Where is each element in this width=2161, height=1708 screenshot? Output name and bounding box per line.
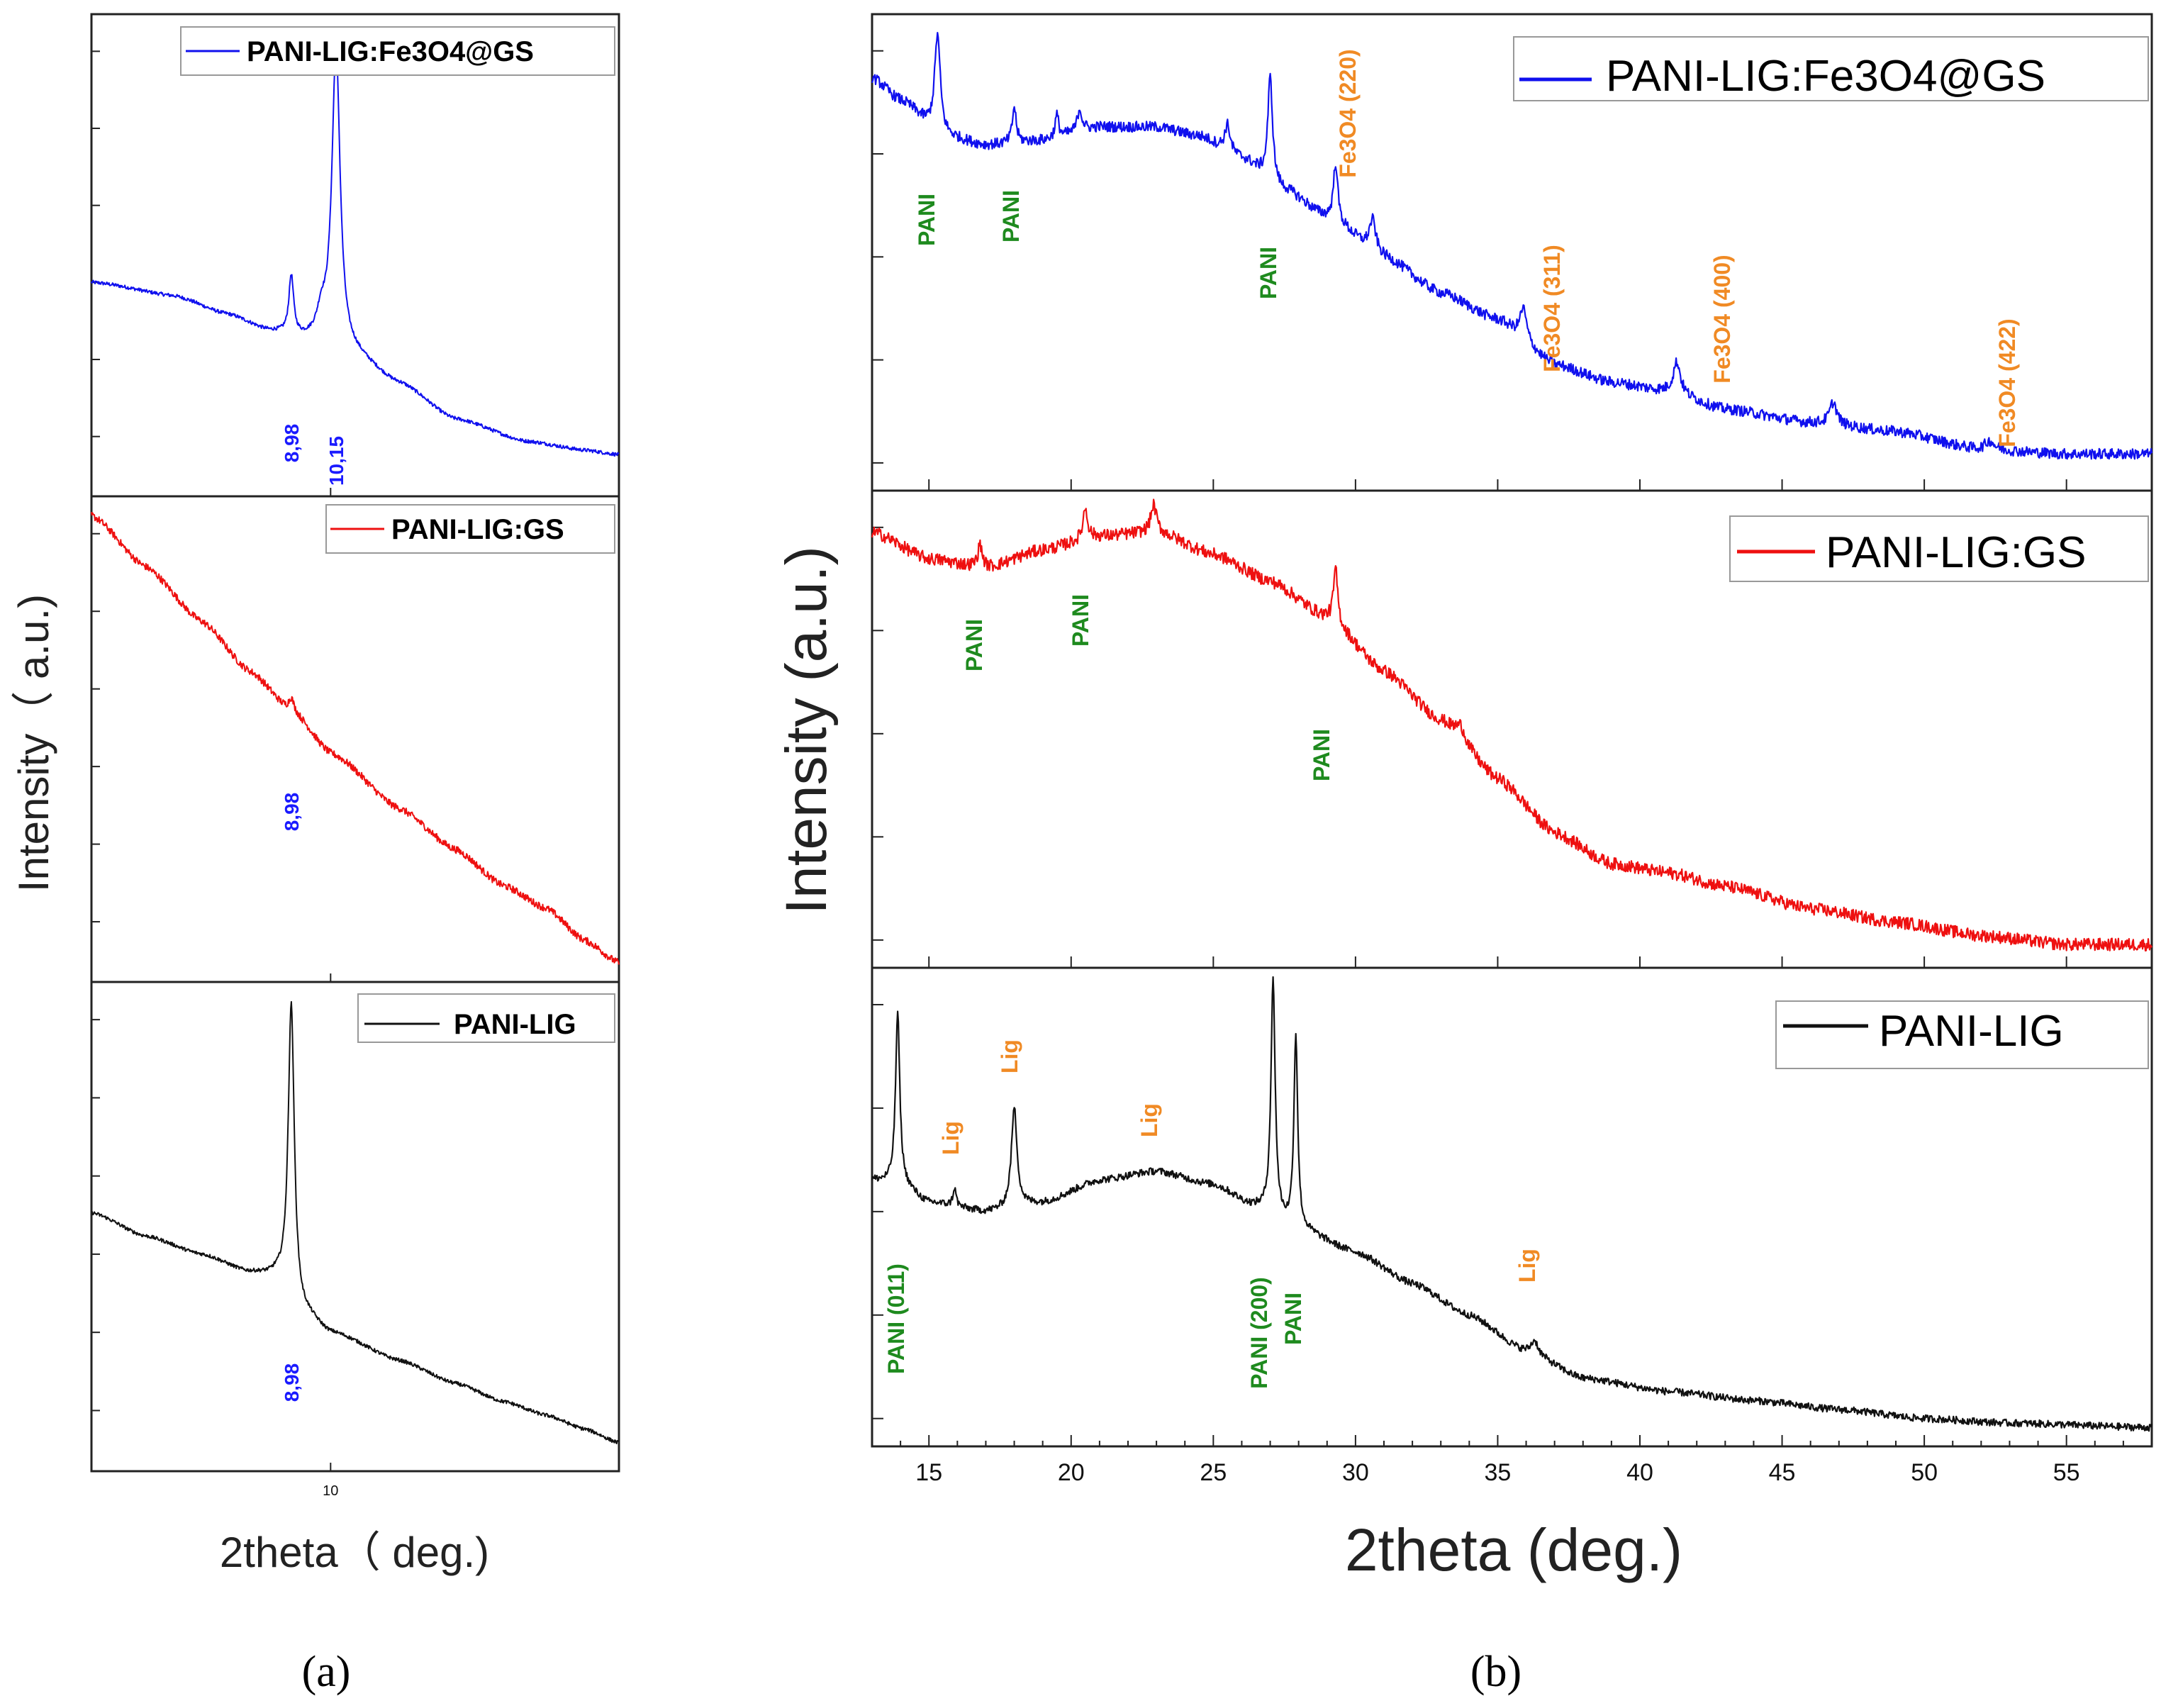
peak-annotation: PANI — [914, 194, 939, 246]
x-tick-label: 45 — [1769, 1459, 1796, 1486]
x-tick-label: 40 — [1626, 1459, 1653, 1486]
peak-annotation: Fe3O4 (220) — [1335, 49, 1361, 177]
panel-b: 15 20 25 30 35 40 45 50 55 PANI PANI PANI Fe3O4 (22… — [774, 13, 2153, 1696]
peak-annotation: Lig — [1137, 1103, 1162, 1137]
legend-label: PANI-LIG:Fe3O4@GS — [247, 36, 534, 67]
panel-b-y-axis-label: Intensity (a.u.) — [774, 546, 839, 915]
legend-box — [1729, 515, 2149, 582]
panel-b-legend-2: PANI-LIG:GS — [1729, 515, 2149, 582]
panel-b-ticks: 15 20 25 30 35 40 45 50 55 — [871, 50, 2152, 1486]
legend-label: PANI-LIG — [1879, 1007, 2064, 1056]
xrd-trace-pani-lig — [871, 976, 2153, 1432]
legend-box — [1513, 36, 2149, 101]
peak-annotation: Fe3O4 (311) — [1539, 245, 1565, 372]
peak-annotation: PANI — [1256, 247, 1281, 299]
panel-b-legend-3: PANI-LIG — [1775, 1000, 2149, 1069]
panel-b-annotations: PANI PANI PANI Fe3O4 (220) Fe3O4 (311) Fe3O4 … — [883, 49, 2020, 1389]
peak-annotation: Fe3O4 (400) — [1709, 255, 1735, 383]
panel-b-frame — [871, 13, 2153, 1448]
x-tick-label: 10 — [323, 1483, 338, 1499]
panel-a-legend-3: PANI-LIG — [357, 993, 615, 1043]
peak-annotation: 8,98 — [281, 1363, 303, 1402]
peak-annotation: PANI — [961, 619, 987, 671]
panel-a-annotations: 8,98 10,15 8,98 8,98 — [281, 424, 347, 1402]
panel-a-traces — [91, 50, 620, 1444]
panel-b-label: (b) — [1470, 1648, 1521, 1696]
x-tick-label: 55 — [2053, 1459, 2080, 1486]
peak-annotation: Lig — [1514, 1249, 1540, 1283]
peak-annotation: PANI — [1068, 594, 1093, 647]
legend-box — [1775, 1000, 2149, 1069]
peak-annotation: 8,98 — [281, 424, 303, 463]
x-tick-label: 50 — [1911, 1459, 1938, 1486]
peak-annotation: Lig — [938, 1121, 964, 1155]
x-tick-label: 20 — [1058, 1459, 1085, 1486]
panel-a: 10 8,98 10,15 8,98 8,98 PANI-LIG:Fe3O4@GS P… — [10, 13, 620, 1696]
legend-label: PANI-LIG — [454, 1009, 576, 1040]
legend-box — [180, 26, 615, 76]
xrd-trace-pani-lig-gs — [91, 512, 620, 965]
panel-a-y-axis-label: Intensity（ a.u.) — [10, 594, 57, 892]
peak-annotation: Fe3O4 (422) — [1994, 318, 2020, 447]
panel-a-ticks: 10 — [91, 50, 338, 1499]
panel-b-legend-1: PANI-LIG:Fe3O4@GS — [1513, 36, 2149, 101]
panel-a-frame — [90, 13, 620, 1473]
panel-a-label: (a) — [302, 1648, 351, 1696]
xrd-trace-pani-lig — [91, 1000, 620, 1444]
x-tick-label: 35 — [1485, 1459, 1512, 1486]
peak-annotation: PANI — [1280, 1293, 1306, 1345]
legend-label: PANI-LIG:Fe3O4@GS — [1606, 52, 2045, 101]
x-tick-label: 15 — [915, 1459, 942, 1486]
xrd-trace-pani-lig-fe3o4-gs — [91, 50, 620, 457]
xrd-trace-pani-lig-fe3o4-gs — [871, 32, 2153, 460]
peak-annotation: PANI — [1309, 729, 1334, 781]
panel-b-traces — [871, 32, 2153, 1432]
x-tick-label: 25 — [1200, 1459, 1227, 1486]
xrd-trace-pani-lig-gs — [871, 498, 2152, 951]
panel-a-legend-2: PANI-LIG:GS — [325, 504, 615, 554]
peak-annotation: 10,15 — [325, 436, 347, 486]
panel-a-legend-1: PANI-LIG:Fe3O4@GS — [180, 26, 615, 76]
peak-annotation: PANI — [998, 190, 1024, 242]
peak-annotation: PANI (200) — [1246, 1277, 1272, 1389]
panel-a-x-axis-label: 2theta（ deg.) — [220, 1529, 489, 1576]
peak-annotation: Lig — [997, 1039, 1022, 1073]
legend-label: PANI-LIG:GS — [391, 514, 564, 545]
legend-box — [357, 993, 615, 1043]
peak-annotation: 8,98 — [281, 793, 303, 832]
peak-annotation: PANI (011) — [883, 1263, 909, 1374]
x-tick-label: 30 — [1342, 1459, 1369, 1486]
panel-b-x-axis-label: 2theta (deg.) — [1345, 1517, 1682, 1583]
legend-label: PANI-LIG:GS — [1826, 528, 2087, 577]
